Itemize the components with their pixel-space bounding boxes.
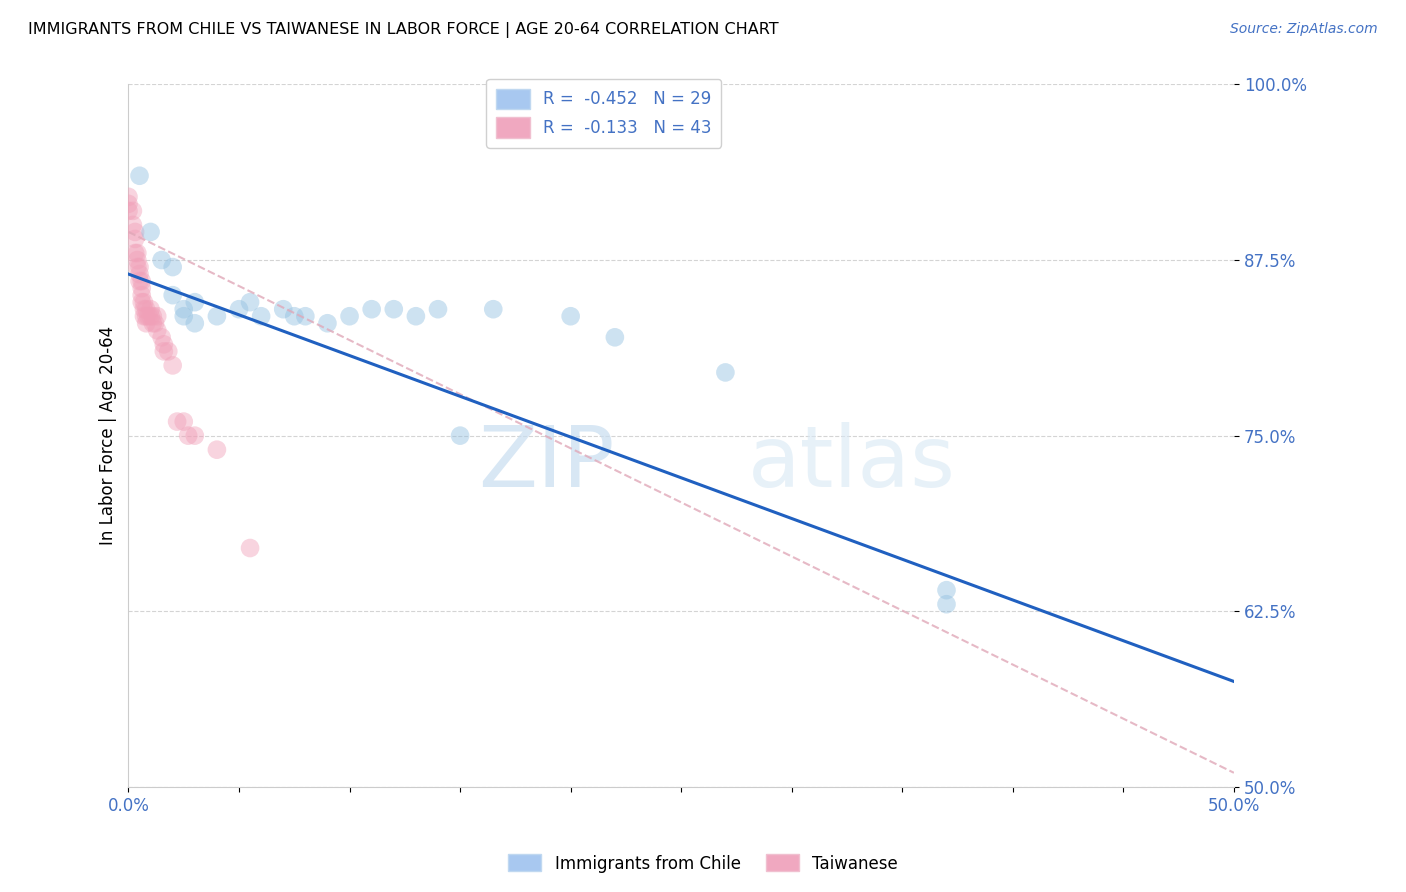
Point (427, 302, 450, 317)
Point (142, 310, 165, 324)
Point (449, 428, 471, 442)
Point (339, 310, 361, 324)
Point (205, 442, 228, 457)
Point (124, 225, 146, 239)
Point (935, 597, 957, 611)
Point (139, 310, 162, 324)
Point (239, 541, 262, 555)
Point (482, 302, 505, 317)
Point (283, 310, 305, 324)
Point (128, 267, 150, 281)
Text: IMMIGRANTS FROM CHILE VS TAIWANESE IN LABOR FORCE | AGE 20-64 CORRELATION CHART: IMMIGRANTS FROM CHILE VS TAIWANESE IN LA… (28, 22, 779, 38)
Point (271, 302, 294, 317)
Point (173, 310, 195, 324)
Point (131, 288, 153, 302)
Point (162, 359, 184, 373)
Point (128, 274, 150, 288)
Point (122, 218, 145, 232)
Point (127, 260, 149, 274)
Point (127, 253, 149, 268)
Legend: R =  -0.452   N = 29, R =  -0.133   N = 43: R = -0.452 N = 29, R = -0.133 N = 43 (486, 78, 721, 148)
Point (173, 302, 195, 317)
Point (228, 302, 250, 317)
Point (714, 366, 737, 380)
Point (143, 316, 166, 330)
Point (935, 583, 957, 598)
Point (382, 302, 405, 317)
Point (173, 415, 195, 429)
Text: Source: ZipAtlas.com: Source: ZipAtlas.com (1230, 22, 1378, 37)
Point (162, 260, 184, 274)
Point (250, 310, 273, 324)
Point (135, 310, 157, 324)
Point (603, 330, 626, 344)
Point (239, 295, 262, 310)
Point (153, 337, 176, 351)
Point (184, 428, 207, 442)
Legend: Immigrants from Chile, Taiwanese: Immigrants from Chile, Taiwanese (502, 847, 904, 880)
Point (560, 310, 582, 324)
Point (139, 225, 162, 239)
Point (177, 428, 200, 442)
Point (157, 344, 180, 359)
Point (146, 310, 169, 324)
Y-axis label: In Labor Force | Age 20-64: In Labor Force | Age 20-64 (100, 326, 117, 545)
Point (146, 323, 169, 337)
Point (184, 316, 207, 330)
Point (132, 295, 155, 310)
Point (142, 316, 165, 330)
Point (128, 169, 150, 183)
Point (132, 302, 155, 317)
Point (316, 316, 339, 330)
Point (117, 197, 139, 211)
Text: atlas: atlas (748, 422, 956, 505)
Point (132, 310, 155, 324)
Point (131, 281, 153, 295)
Point (162, 288, 184, 302)
Point (153, 344, 176, 359)
Point (150, 330, 173, 344)
Point (405, 310, 427, 324)
Point (150, 253, 173, 268)
Point (135, 302, 157, 317)
Point (184, 295, 207, 310)
Point (138, 310, 160, 324)
Point (117, 203, 139, 218)
Point (131, 274, 153, 288)
Point (128, 260, 150, 274)
Point (122, 203, 145, 218)
Point (131, 295, 153, 310)
Point (124, 246, 146, 260)
Point (127, 246, 149, 260)
Point (166, 415, 188, 429)
Point (135, 316, 157, 330)
Point (117, 190, 139, 204)
Point (205, 310, 228, 324)
Text: ZIP: ZIP (478, 422, 614, 505)
Point (139, 302, 162, 317)
Point (294, 310, 316, 324)
Point (360, 302, 382, 317)
Point (124, 232, 146, 246)
